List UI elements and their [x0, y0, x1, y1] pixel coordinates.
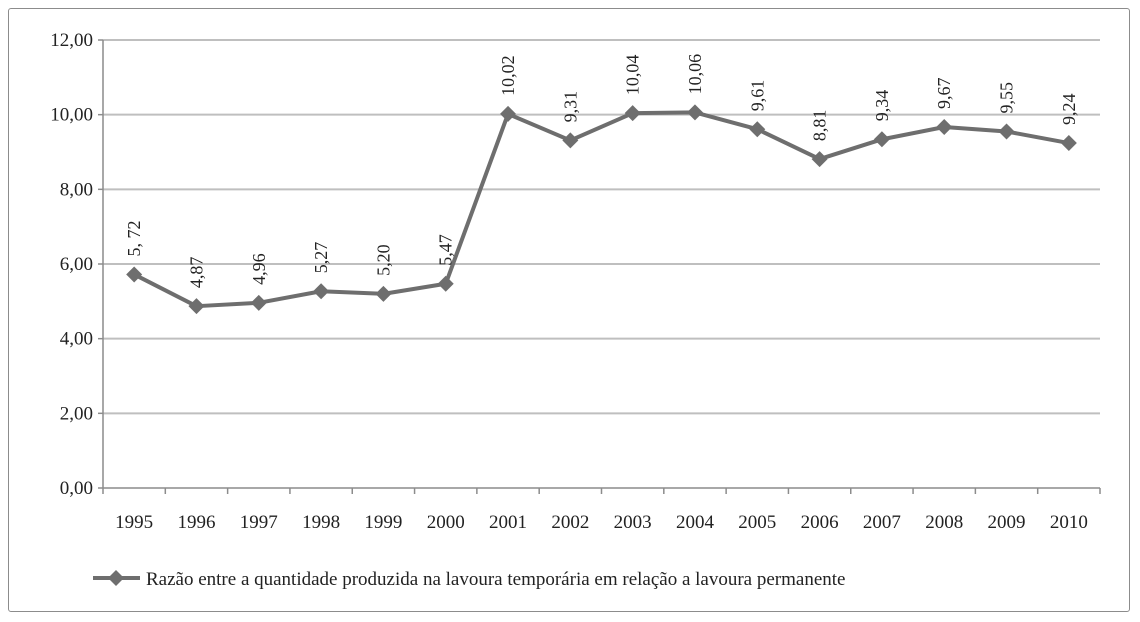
data-point-marker [624, 105, 641, 122]
data-label: 9,24 [1059, 94, 1079, 126]
y-tick-label: 6,00 [60, 254, 93, 275]
y-tick-label: 4,00 [60, 329, 93, 350]
y-tick-label: 2,00 [60, 403, 93, 424]
data-label: 5,47 [436, 234, 456, 266]
data-point-marker [873, 131, 890, 148]
y-tick-label: 12,00 [50, 30, 93, 51]
data-point-marker [998, 123, 1015, 140]
data-point-marker [188, 298, 205, 315]
x-tick-label: 2002 [551, 512, 589, 533]
y-tick-label: 10,00 [50, 105, 93, 126]
data-label: 5, 72 [124, 220, 144, 256]
data-point-marker [936, 118, 953, 135]
data-label: 4,87 [186, 257, 206, 289]
data-point-marker [313, 283, 330, 300]
x-tick-label: 2007 [863, 512, 901, 533]
data-point-marker [1060, 135, 1077, 152]
data-point-marker [686, 104, 703, 121]
data-label: 9,67 [934, 77, 954, 109]
x-tick-label: 1999 [364, 512, 402, 533]
x-axis-tick-labels: 1995 1996 1997 1998 1999 2000 2001 2002 2003 2004… [115, 512, 1088, 533]
data-point-marker [749, 121, 766, 138]
data-point-marker [562, 132, 579, 149]
data-label: 5,20 [373, 244, 393, 276]
x-tick-label: 2010 [1050, 512, 1088, 533]
y-tick-label: 0,00 [60, 478, 93, 499]
x-tick-label: 2005 [738, 512, 776, 533]
x-tick-label: 1996 [177, 512, 215, 533]
x-tick-label: 2009 [988, 512, 1026, 533]
y-axis-tick-labels: 0,00 2,00 4,00 6,00 8,00 10,00 12,00 [50, 30, 93, 499]
legend-label: Razão entre a quantidade produzida na la… [146, 569, 845, 590]
data-point-marker [375, 285, 392, 302]
x-tick-label: 1997 [240, 512, 278, 533]
x-tick-label: 2008 [925, 512, 963, 533]
data-point-marker [126, 266, 143, 283]
gridlines [103, 39, 1100, 415]
data-label: 10,02 [498, 55, 518, 96]
data-label: 10,04 [623, 55, 643, 96]
data-label: 10,06 [685, 54, 705, 95]
data-label: 4,96 [249, 253, 269, 285]
data-point-marker [500, 105, 517, 122]
data-labels: 5, 72 4,87 4,96 5,27 5,20 5,47 10,02 9,31 10,04 1… [124, 54, 1079, 288]
x-tick-label: 2003 [614, 512, 652, 533]
data-point-marker [437, 275, 454, 292]
x-tick-label: 2001 [489, 512, 527, 533]
y-tick-label: 8,00 [60, 179, 93, 200]
data-label: 5,27 [311, 242, 331, 274]
data-label: 8,81 [810, 110, 830, 142]
series-group [126, 104, 1077, 315]
data-point-marker [250, 294, 267, 311]
data-label: 9,55 [997, 82, 1017, 114]
x-tick-label: 2000 [427, 512, 465, 533]
data-point-marker [811, 151, 828, 168]
data-label: 9,61 [747, 80, 767, 112]
series-line [133, 110, 1070, 309]
x-tick-label: 2006 [801, 512, 839, 533]
x-tick-label: 2004 [676, 512, 715, 533]
axes [98, 39, 1101, 494]
legend-marker-icon [108, 570, 124, 586]
data-label: 9,34 [872, 90, 892, 122]
x-tick-label: 1995 [115, 512, 153, 533]
data-label: 9,31 [560, 91, 580, 123]
legend: Razão entre a quantidade produzida na la… [93, 569, 845, 590]
x-tick-label: 1998 [302, 512, 340, 533]
